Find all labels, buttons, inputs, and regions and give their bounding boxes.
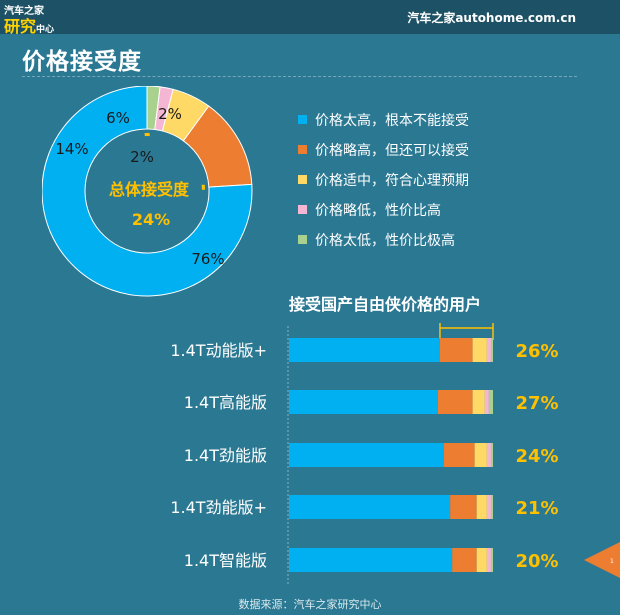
bar-segment (486, 548, 491, 572)
bar-segment (490, 443, 493, 467)
legend-label: 价格适中，符合心理预期 (315, 173, 469, 189)
bar-segment (490, 338, 493, 362)
bar-segment (484, 390, 489, 414)
logo-sub-text: 中心 (36, 25, 55, 35)
bar-segment (289, 338, 440, 362)
donut-value-label: 76% (191, 250, 224, 268)
bar-category-label: 1.4T劲能版 (184, 446, 267, 465)
data-source-note: 数据来源：汽车之家研究中心 (238, 598, 382, 611)
donut-hole (92, 136, 202, 246)
autohome-research-logo: 汽车之家 研究中心 (4, 2, 76, 36)
donut-center-value: 24% (132, 210, 170, 229)
bar-acceptance-label: 21% (515, 498, 558, 519)
bar-segment (486, 495, 491, 519)
bar-acceptance-label: 20% (515, 551, 558, 572)
legend-label: 价格太高，根本不能接受 (315, 113, 469, 129)
donut-slice (42, 86, 253, 297)
bar-category-label: 1.4T劲能版+ (170, 498, 267, 517)
legend-swatch (298, 115, 307, 124)
acceptance-donut-chart: 总体接受度 24% 76% 14% 6% 2% 2% (42, 86, 253, 297)
bar-segment (476, 548, 487, 572)
legend-swatch (298, 175, 307, 184)
page-title: 价格接受度 (22, 49, 142, 75)
legend-label: 价格太低，性价比极高 (315, 233, 455, 249)
bar-segment (437, 390, 473, 414)
bar-acceptance-label: 26% (515, 341, 558, 362)
donut-value-label: 2% (158, 105, 182, 123)
bar-segment (450, 495, 477, 519)
bar-segment (289, 495, 451, 519)
bar-segment (474, 443, 487, 467)
site-name: 汽车之家autohome.com.cn (407, 11, 576, 25)
bar-segment (488, 390, 493, 414)
donut-value-label: 14% (55, 140, 88, 158)
bar-segment (289, 443, 445, 467)
legend-label: 价格略高，但还可以接受 (315, 143, 469, 159)
legend-swatch (298, 205, 307, 214)
donut-value-label: 6% (106, 109, 130, 127)
bar-chart-title: 接受国产自由侠价格的用户 (289, 295, 481, 314)
bar-segment (289, 390, 438, 414)
logo-main-text: 研究中心 (4, 13, 54, 37)
bar-category-label: 1.4T高能版 (184, 393, 267, 412)
title-divider (22, 76, 577, 77)
bar-acceptance-label: 24% (515, 446, 558, 467)
bar-category-label: 1.4T动能版+ (170, 341, 267, 360)
bar-segment (486, 443, 491, 467)
bar-segment (289, 548, 453, 572)
page-marker-shape (584, 542, 620, 578)
bar-segment (472, 390, 485, 414)
bar-category-label: 1.4T智能版 (184, 551, 267, 570)
header-bar: 汽车之家 研究中心 汽车之家autohome.com.cn (0, 0, 620, 36)
logo-top-text: 汽车之家 (4, 6, 44, 17)
logo-main-label: 研究 (4, 17, 37, 36)
bar-segment (490, 548, 493, 572)
bar-segment (444, 443, 475, 467)
bar-segment (472, 338, 487, 362)
donut-value-label: 2% (130, 148, 154, 166)
bar-segment (452, 548, 477, 572)
bar-segment (476, 495, 487, 519)
page-marker-tab[interactable]: 1 (584, 542, 620, 578)
legend-label: 价格略低，性价比高 (315, 203, 441, 219)
donut-center-label: 总体接受度 (109, 180, 190, 199)
bar-segment (439, 338, 473, 362)
bar-segment (486, 338, 491, 362)
bar-acceptance-label: 27% (515, 393, 558, 414)
legend-swatch (298, 145, 307, 154)
bar-segment (490, 495, 493, 519)
page-marker-number: 1 (610, 558, 614, 565)
legend-swatch (298, 235, 307, 244)
